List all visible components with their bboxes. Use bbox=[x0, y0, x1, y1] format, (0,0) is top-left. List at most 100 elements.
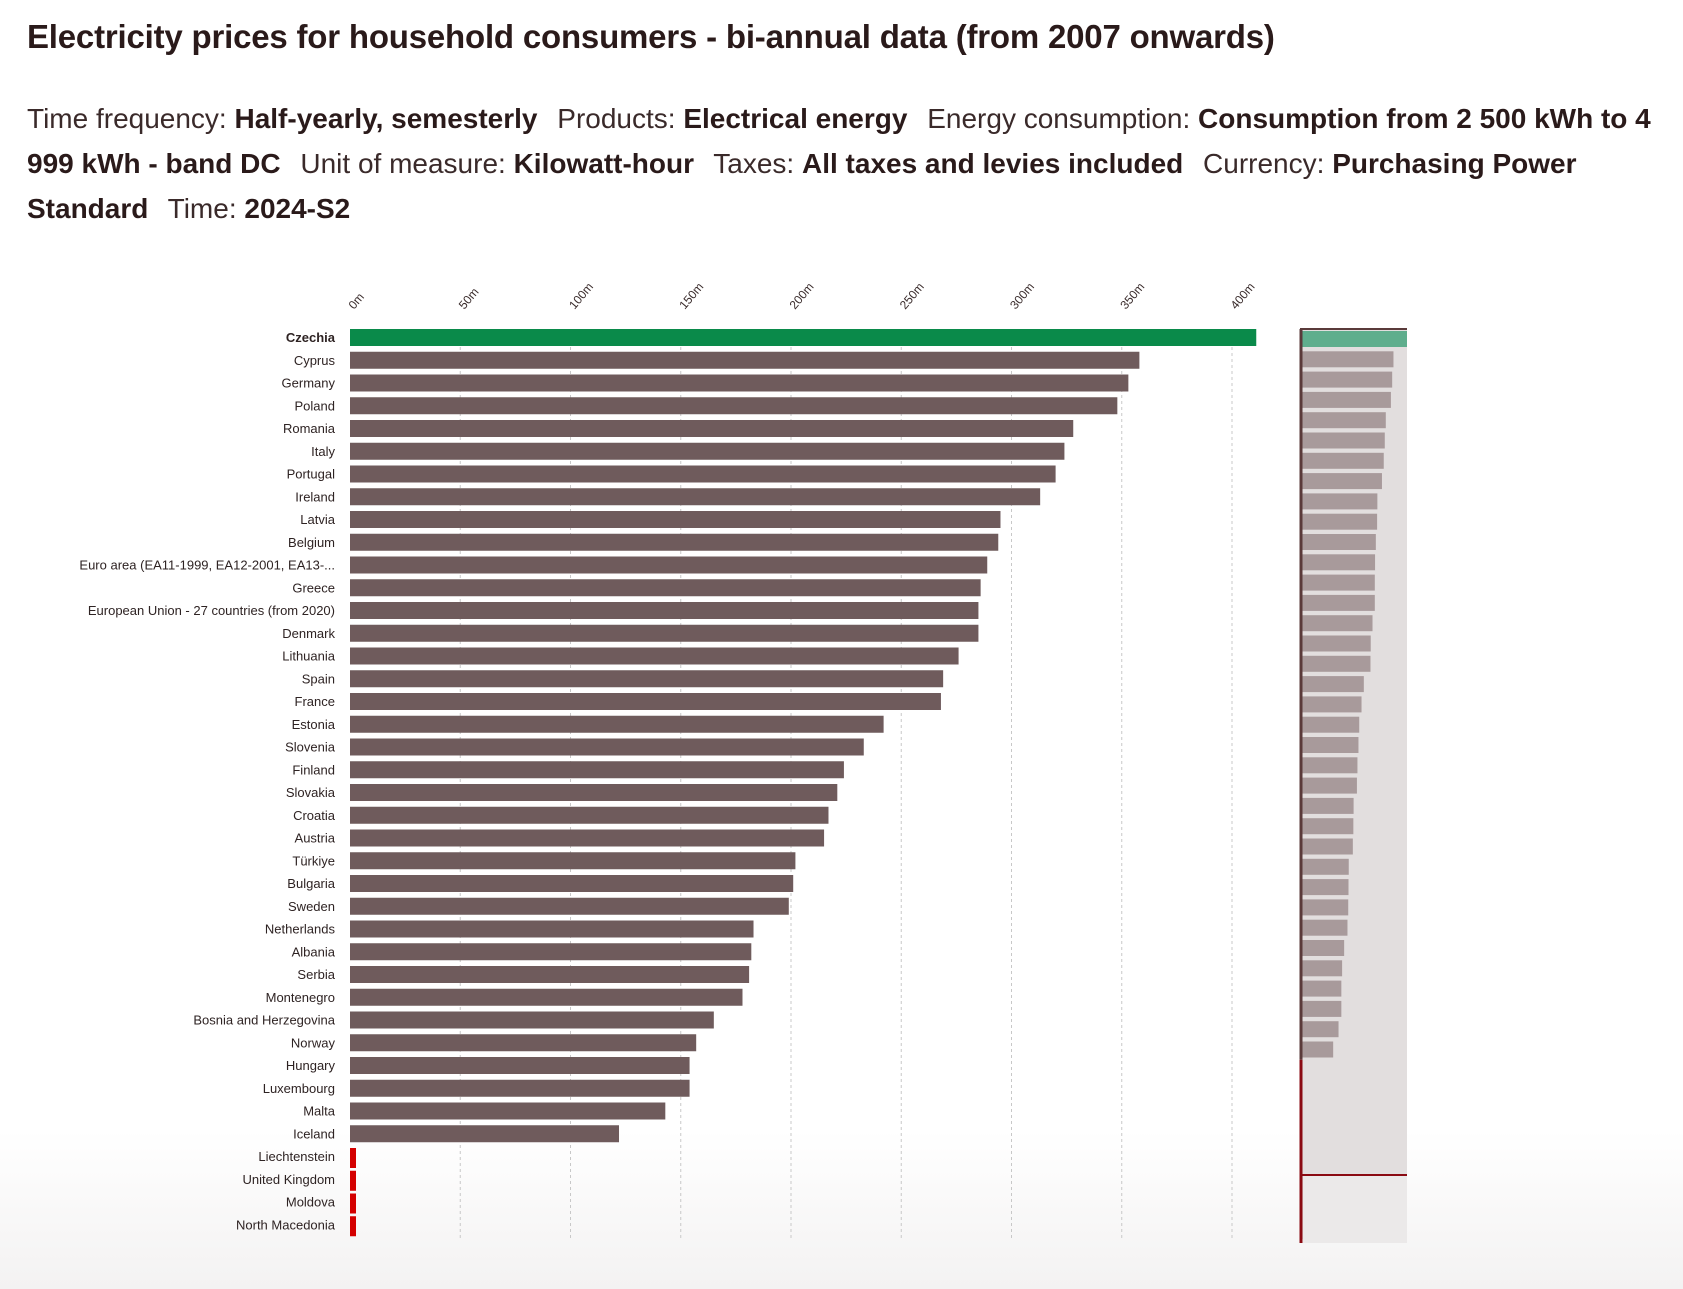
x-tick-label: 150m bbox=[676, 280, 706, 312]
category-label: Portugal bbox=[287, 467, 336, 482]
category-label: Türkiye bbox=[292, 853, 335, 868]
minimap-bar bbox=[1302, 574, 1375, 591]
filter-item: Time: 2024-S2 bbox=[168, 193, 363, 224]
bar bbox=[350, 988, 743, 1006]
x-tick-label: 100m bbox=[566, 280, 596, 312]
bar bbox=[350, 806, 829, 824]
filter-value: Consumption from 2 500 kWh to 4 999 kWh … bbox=[27, 103, 1651, 179]
filter-item: Energy consumption: Consumption from 2 5… bbox=[27, 103, 1651, 179]
overview-minimap bbox=[1299, 328, 1407, 1243]
minimap-bar bbox=[1302, 655, 1371, 672]
bar bbox=[350, 875, 794, 892]
filter-item: Unit of measure: Kilowatt-hour bbox=[300, 148, 706, 179]
filter-item: Time frequency: Half-yearly, semesterly bbox=[27, 103, 549, 134]
category-label: Belgium bbox=[288, 535, 335, 550]
category-label: Sweden bbox=[288, 899, 335, 914]
category-label: Romania bbox=[283, 421, 336, 436]
category-label: Spain bbox=[302, 671, 335, 686]
filter-key: Unit of measure: bbox=[300, 148, 514, 179]
minimap-bar bbox=[1302, 757, 1358, 774]
bar bbox=[350, 374, 1129, 392]
filter-value: All taxes and levies included bbox=[801, 148, 1184, 179]
filter-key: Energy consumption: bbox=[927, 103, 1199, 134]
filter-item: Currency: Purchasing Power Standard bbox=[27, 148, 1576, 224]
category-label: Norway bbox=[291, 1035, 336, 1050]
minimap-bar bbox=[1302, 1000, 1342, 1017]
bar bbox=[350, 1102, 666, 1120]
bar bbox=[350, 442, 1065, 460]
bar bbox=[350, 511, 1001, 528]
category-label: Czechia bbox=[286, 330, 336, 345]
category-label: Euro area (EA11-1999, EA12-2001, EA13-..… bbox=[79, 558, 335, 573]
category-label: Estonia bbox=[292, 717, 336, 732]
minimap-bar bbox=[1302, 676, 1364, 693]
x-tick-label: 250m bbox=[897, 280, 927, 312]
minimap-viewport[interactable] bbox=[1303, 1176, 1407, 1243]
category-label: Bulgaria bbox=[287, 876, 335, 891]
minimap-bar bbox=[1302, 818, 1354, 835]
filter-value: Purchasing Power Standard bbox=[27, 148, 1577, 224]
category-label: European Union - 27 countries (from 2020… bbox=[88, 603, 335, 618]
minimap-bar bbox=[1302, 331, 1407, 347]
bar bbox=[350, 351, 1140, 369]
bar bbox=[350, 897, 789, 915]
minimap-bar bbox=[1302, 1021, 1339, 1038]
bar bbox=[350, 829, 825, 847]
missing-data-bar bbox=[350, 1193, 356, 1214]
missing-data-bar bbox=[350, 1170, 356, 1191]
bar bbox=[350, 920, 754, 938]
minimap-bar bbox=[1302, 534, 1376, 550]
category-label: Luxembourg bbox=[263, 1081, 335, 1096]
bar bbox=[350, 738, 864, 756]
category-label: North Macedonia bbox=[236, 1217, 336, 1232]
missing-data-bar bbox=[350, 1148, 356, 1168]
category-label: Italy bbox=[311, 444, 335, 459]
category-label: Germany bbox=[282, 376, 336, 391]
minimap-bar bbox=[1302, 797, 1354, 814]
minimap-bar bbox=[1302, 391, 1391, 408]
category-label: Montenegro bbox=[266, 990, 335, 1005]
chart-title: Electricity prices for household consume… bbox=[27, 18, 1275, 55]
category-label: France bbox=[295, 694, 335, 709]
category-label: Serbia bbox=[297, 967, 335, 982]
minimap-bar bbox=[1302, 858, 1349, 875]
minimap-bar bbox=[1302, 412, 1386, 429]
minimap-bar bbox=[1302, 1041, 1334, 1058]
filter-value: Electrical energy bbox=[683, 103, 908, 134]
bar bbox=[350, 966, 750, 983]
category-label: Netherlands bbox=[265, 922, 336, 937]
filter-key: Taxes: bbox=[713, 148, 802, 179]
minimap-bar bbox=[1302, 594, 1375, 611]
category-label: Latvia bbox=[300, 512, 335, 527]
bar bbox=[350, 465, 1056, 483]
bar bbox=[350, 943, 752, 961]
filter-summary: Time frequency: Half-yearly, semesterly … bbox=[27, 96, 1677, 231]
category-label: Liechtenstein bbox=[258, 1149, 335, 1164]
bar bbox=[350, 670, 944, 688]
filter-value: Half-yearly, semesterly bbox=[234, 103, 538, 134]
x-tick-label: 50m bbox=[456, 285, 482, 312]
bar bbox=[350, 579, 981, 597]
minimap-bar bbox=[1302, 452, 1384, 469]
category-label: Croatia bbox=[293, 808, 336, 823]
bar bbox=[350, 693, 941, 710]
bar bbox=[350, 420, 1074, 437]
category-label: Slovakia bbox=[286, 785, 336, 800]
minimap-bar bbox=[1302, 777, 1357, 794]
bar bbox=[350, 488, 1041, 506]
minimap-bar bbox=[1302, 513, 1378, 530]
bar bbox=[350, 1125, 620, 1143]
x-tick-label: 0m bbox=[346, 290, 367, 312]
bar bbox=[350, 852, 796, 870]
category-label: Malta bbox=[303, 1104, 336, 1119]
minimap-bar bbox=[1302, 940, 1345, 956]
filter-item: Taxes: All taxes and levies included bbox=[713, 148, 1195, 179]
category-label: Bosnia and Herzegovina bbox=[193, 1013, 335, 1028]
filter-value: 2024-S2 bbox=[244, 193, 351, 224]
category-label: Hungary bbox=[286, 1058, 336, 1073]
minimap-bar bbox=[1302, 473, 1382, 490]
bar bbox=[350, 1079, 690, 1097]
minimap-bar bbox=[1302, 838, 1353, 855]
category-label: Iceland bbox=[293, 1126, 335, 1141]
